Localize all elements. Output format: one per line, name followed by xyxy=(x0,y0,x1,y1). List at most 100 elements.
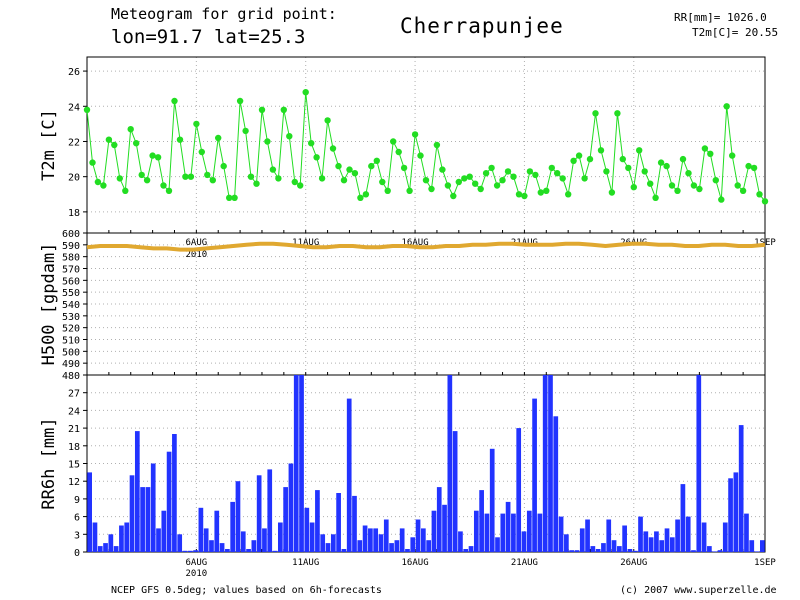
rain-bar xyxy=(288,463,294,552)
t2m-point xyxy=(739,187,747,194)
t2m-point xyxy=(734,182,741,189)
t2m-point xyxy=(718,196,725,203)
rain-bar xyxy=(728,478,733,553)
rain-bar xyxy=(558,516,564,552)
t2m-point xyxy=(532,171,539,179)
t2m-point xyxy=(187,173,195,180)
t2m-point xyxy=(149,152,156,159)
x-tick-label: 16AUG xyxy=(402,238,429,248)
copyright-note: (c) 2007 www.superzelle.de xyxy=(620,585,777,596)
rain-bar xyxy=(749,540,755,552)
t2m-point xyxy=(193,120,200,128)
t2m-point xyxy=(357,194,364,201)
t2m-point xyxy=(510,173,517,180)
rain-bar xyxy=(97,546,103,552)
t2m-point xyxy=(461,175,468,182)
t2m-point xyxy=(127,126,134,133)
t2m-point xyxy=(373,157,380,164)
t2m-point xyxy=(625,164,632,172)
y-axis-title: T2m [C] xyxy=(39,109,59,181)
y-tick-label: 9 xyxy=(74,495,80,506)
t2m-point xyxy=(165,187,173,194)
t2m-point xyxy=(729,152,736,159)
rain-bar xyxy=(362,525,368,552)
t2m-point xyxy=(608,189,616,196)
rain-bar xyxy=(272,550,278,552)
t2m-point xyxy=(761,198,769,205)
rain-bar xyxy=(632,550,638,552)
t2m-point xyxy=(647,180,654,187)
rain-bar xyxy=(738,425,744,552)
t2m-line xyxy=(86,92,766,202)
rain-bar xyxy=(643,531,649,552)
y-tick-label: 480 xyxy=(62,371,80,382)
t2m-point xyxy=(690,182,698,189)
t2m-point xyxy=(362,191,370,198)
rain-bar xyxy=(585,519,590,552)
rain-bar xyxy=(251,540,257,552)
rain-bar xyxy=(230,501,236,552)
rain-bar xyxy=(526,510,532,552)
t2m-point xyxy=(176,136,184,143)
t2m-point xyxy=(493,182,501,189)
y-tick-label: 27 xyxy=(68,389,80,400)
rain-bar xyxy=(447,375,453,552)
t2m-point xyxy=(390,138,397,145)
rain-bar xyxy=(129,475,135,552)
t2m-point xyxy=(570,157,577,164)
x-tick-label: 6AUG xyxy=(186,558,208,568)
t2m-point xyxy=(324,117,331,124)
rain-bar xyxy=(590,546,596,552)
rain-bar xyxy=(638,516,643,552)
y-tick-label: 24 xyxy=(68,102,80,113)
rain-bar xyxy=(611,540,617,552)
t2m-point xyxy=(406,187,413,194)
rain-bar xyxy=(521,531,527,552)
t2m-point xyxy=(619,155,626,163)
t2m-point xyxy=(603,168,610,175)
rain-bar xyxy=(722,522,728,552)
t2m-point xyxy=(94,178,102,186)
t2m-point xyxy=(466,173,473,180)
rain-bar xyxy=(108,534,114,552)
t2m-point xyxy=(209,177,216,184)
rain-bar xyxy=(119,525,124,552)
rain-bar xyxy=(733,472,739,552)
y-tick-label: 0 xyxy=(74,548,80,559)
rain-bar xyxy=(166,451,172,552)
t2m-point xyxy=(554,170,561,177)
rain-bar xyxy=(256,475,262,552)
t2m-point xyxy=(302,89,309,96)
rain-bar xyxy=(452,431,458,552)
t2m-point xyxy=(636,147,643,154)
rain-bar xyxy=(373,528,379,552)
t2m-point xyxy=(592,110,599,117)
rain-bar xyxy=(500,513,506,552)
t2m-point xyxy=(488,164,495,172)
t2m-point xyxy=(674,187,681,194)
t2m-point xyxy=(543,187,550,194)
rain-bar xyxy=(156,528,161,552)
t2m-point xyxy=(286,133,293,140)
rain-bar xyxy=(691,550,696,552)
rain-bar xyxy=(548,375,553,552)
rain-bar xyxy=(187,550,193,552)
rain-bar xyxy=(198,507,204,553)
y-tick-label: 18 xyxy=(68,442,80,453)
t2m-point xyxy=(455,178,462,186)
rain-bar xyxy=(616,546,622,552)
rain-bar xyxy=(134,431,140,552)
rain-bar xyxy=(744,513,749,552)
rain-bar xyxy=(383,519,389,552)
t2m-point xyxy=(340,177,348,184)
y-tick-label: 540 xyxy=(62,300,80,311)
rain-bar xyxy=(696,375,702,552)
rain-bar xyxy=(659,540,665,552)
rain-bar xyxy=(378,534,384,552)
x-tick-label: 6AUG xyxy=(186,238,208,248)
y-tick-label: 22 xyxy=(68,137,80,148)
y-tick-label: 500 xyxy=(62,347,80,358)
t2m-point xyxy=(198,148,205,156)
rain-bar xyxy=(760,540,765,552)
x-tick-label: 11AUG xyxy=(292,558,319,568)
